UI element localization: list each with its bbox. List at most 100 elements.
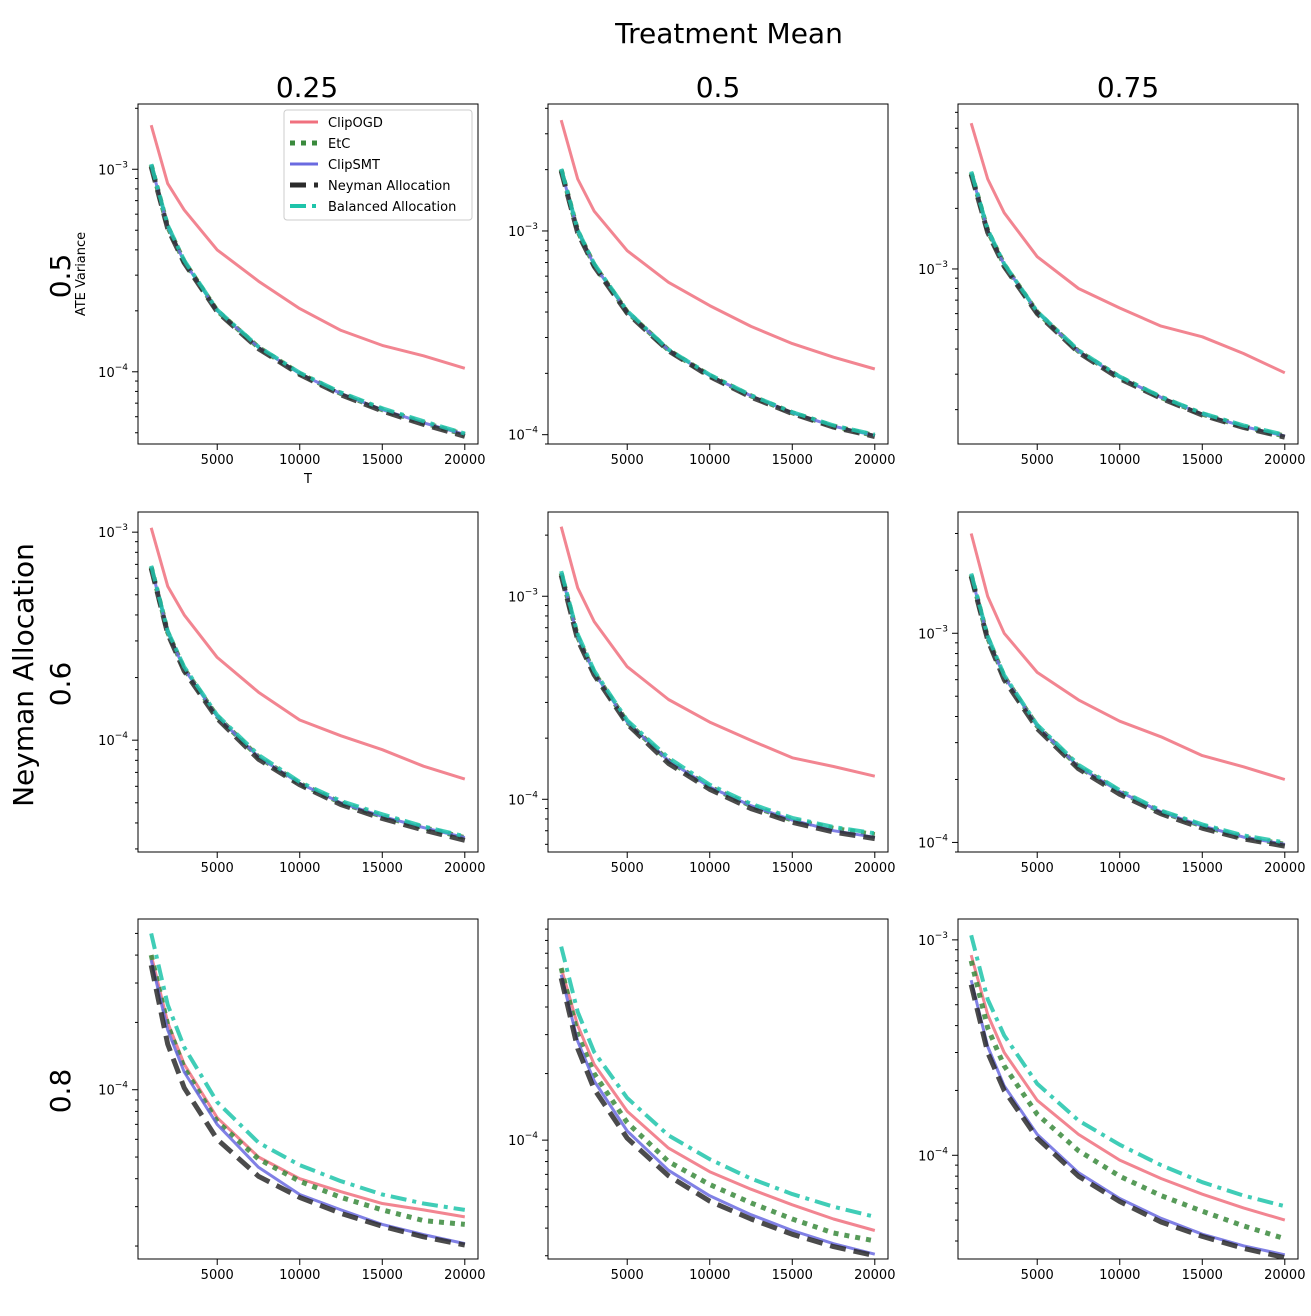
col-label-1: 0.5 [696, 71, 741, 104]
series-line-clipogd [559, 526, 876, 778]
y-tick-label: 10−4 [918, 1146, 948, 1164]
series-group [968, 122, 1286, 440]
x-tick-label: 5000 [611, 861, 644, 876]
series-line-balanced-allocation [149, 932, 466, 1212]
series-group [148, 527, 466, 843]
panel-1-1: 10−3 10−4 5000 10000 15000 20000 [508, 511, 895, 876]
series-line-etc [558, 967, 876, 1244]
x-tick-label: 20000 [444, 1268, 485, 1283]
y-tick-label: 10−4 [98, 1081, 128, 1099]
series-group [148, 124, 466, 439]
series-group [968, 533, 1286, 849]
x-tick-label: 15000 [1182, 861, 1223, 876]
y-tick-label: 10−3 [98, 523, 128, 541]
x-tick-label: 15000 [1182, 1268, 1223, 1283]
plot-area [547, 918, 889, 1260]
col-label-2: 0.75 [1097, 71, 1159, 104]
series-line-clipogd [969, 122, 1286, 375]
plot-area [957, 103, 1299, 445]
row-label-2: 0.8 [44, 1069, 77, 1114]
series-line-neyman-allocation [148, 166, 466, 439]
y-axis-label: ATE Variance [74, 232, 89, 316]
y-tick-label: 10−4 [508, 426, 538, 444]
legend-label: Balanced Allocation [328, 200, 456, 215]
x-tick-label: 20000 [444, 453, 485, 468]
panel-2-0: 10−4 5000 10000 15000 20000 [98, 918, 485, 1283]
series-line-clipogd [559, 967, 876, 1232]
series-line-neyman-allocation [148, 567, 466, 843]
series-line-clipogd [559, 119, 876, 371]
legend: ClipOGD EtC ClipSMT Neyman Allocation Balanc… [283, 109, 473, 221]
series-line-clipogd [969, 533, 1286, 781]
x-tick-label: 15000 [772, 1268, 813, 1283]
row-label-0: 0.5 [44, 254, 77, 299]
series-line-neyman-allocation [148, 964, 466, 1248]
y-tick-label: 10−4 [98, 731, 128, 749]
col-label-0: 0.25 [276, 71, 338, 104]
y-tick-label: 10−3 [918, 624, 948, 642]
x-tick-label: 5000 [611, 1268, 644, 1283]
series-line-balanced-allocation [559, 946, 876, 1219]
panel-0-0: 10−3 10−4 5000 10000 15000 20000 T ATE Variance… [74, 103, 485, 487]
x-tick-label: 20000 [854, 453, 895, 468]
x-tick-label: 5000 [1021, 1268, 1054, 1283]
y-tick-label: 10−3 [918, 260, 948, 278]
x-tick-label: 15000 [362, 861, 403, 876]
row-label-1: 0.6 [44, 662, 77, 707]
series-line-balanced-allocation [559, 168, 876, 437]
x-tick-label: 10000 [1099, 1268, 1140, 1283]
y-tick-label: 10−3 [508, 587, 538, 605]
x-tick-label: 10000 [689, 453, 730, 468]
x-tick-label: 15000 [772, 861, 813, 876]
panel-1-0: 10−3 10−4 5000 10000 15000 20000 [98, 511, 485, 876]
panel-0-1: 10−3 10−4 5000 10000 15000 20000 [508, 103, 895, 468]
x-tick-label: 5000 [201, 453, 234, 468]
x-tick-label: 20000 [444, 861, 485, 876]
series-line-balanced-allocation [969, 170, 1286, 437]
x-tick-label: 5000 [1021, 861, 1054, 876]
x-tick-label: 20000 [1264, 1268, 1305, 1283]
legend-label: EtC [328, 137, 350, 152]
series-line-neyman-allocation [558, 977, 876, 1259]
series-group [558, 946, 876, 1259]
plot-area [547, 511, 889, 853]
panel-grid: 10−3 10−4 5000 10000 15000 20000 T ATE Variance… [74, 103, 1305, 1283]
x-tick-label: 15000 [362, 453, 403, 468]
x-tick-label: 20000 [854, 861, 895, 876]
y-tick-label: 10−3 [508, 222, 538, 240]
series-line-clipogd [149, 124, 466, 370]
series-group [558, 526, 876, 842]
x-tick-label: 20000 [1264, 453, 1305, 468]
legend-box [283, 109, 473, 221]
x-tick-label: 10000 [689, 1268, 730, 1283]
x-tick-label: 5000 [201, 1268, 234, 1283]
panel-1-2: 10−3 10−4 5000 10000 15000 20000 [918, 511, 1305, 876]
series-line-clipogd [149, 527, 466, 781]
x-axis-label: T [303, 472, 312, 487]
x-tick-label: 10000 [279, 1268, 320, 1283]
x-tick-label: 5000 [1021, 453, 1054, 468]
series-line-balanced-allocation [149, 565, 466, 839]
figure-title: Treatment Mean [614, 17, 843, 50]
x-tick-label: 10000 [689, 861, 730, 876]
y-tick-label: 10−4 [98, 363, 128, 381]
panel-2-1: 10−4 5000 10000 15000 20000 [508, 918, 895, 1283]
legend-label: ClipOGD [328, 116, 383, 131]
x-tick-label: 10000 [279, 453, 320, 468]
x-tick-label: 20000 [854, 1268, 895, 1283]
panel-2-2: 10−3 10−4 5000 10000 15000 20000 [918, 918, 1305, 1283]
x-tick-label: 10000 [279, 861, 320, 876]
series-line-clipogd [969, 954, 1286, 1222]
x-tick-label: 10000 [1099, 861, 1140, 876]
x-tick-label: 15000 [1182, 453, 1223, 468]
x-tick-label: 15000 [772, 453, 813, 468]
legend-label: Neyman Allocation [328, 179, 451, 194]
legend-label: ClipSMT [328, 158, 380, 173]
x-tick-label: 5000 [201, 861, 234, 876]
y-tick-label: 10−3 [98, 160, 128, 178]
series-line-balanced-allocation [149, 163, 466, 436]
x-tick-label: 5000 [611, 453, 644, 468]
series-line-clipsmt [559, 974, 876, 1256]
series-group [968, 934, 1286, 1259]
